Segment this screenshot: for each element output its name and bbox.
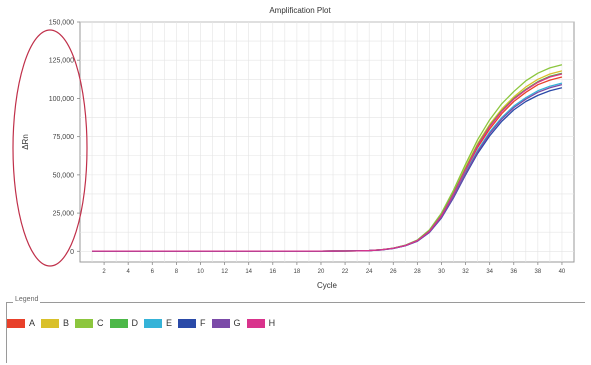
legend-label-g: G (233, 318, 241, 328)
y-axis-label: ΔRn (21, 134, 30, 150)
x-tick-label: 38 (535, 269, 542, 275)
legend-label-h: H (268, 318, 276, 328)
legend-label-c: C (97, 318, 104, 328)
legend-swatch-g (211, 318, 230, 328)
x-tick-label: 22 (342, 269, 349, 275)
chart-title: Amplification Plot (269, 6, 331, 15)
y-tick-label: 125,000 (49, 58, 74, 65)
legend-swatch-h (246, 318, 265, 328)
x-tick-label: 4 (127, 269, 131, 275)
x-axis-label: Cycle (317, 281, 338, 290)
legend-item-a: A (7, 318, 35, 328)
x-tick-label: 34 (486, 269, 493, 275)
amplification-chart: 2 4 6 8 10 12 14 16 18 20 22 24 26 28 30 32 34 36 38 40 025… (12, 6, 575, 290)
y-tick-label: 100,000 (49, 96, 74, 103)
y-axis-ticks: 0 25,000 50,000 75,000 100,000 125,000 150,000 (49, 20, 80, 256)
y-tick-label: 150,000 (49, 20, 74, 27)
x-tick-label: 40 (559, 269, 566, 275)
series-line-h (92, 73, 563, 252)
legend-items: A B C D E F G H (7, 318, 281, 328)
legend-swatch-c (75, 318, 94, 328)
legend-item-h: H (246, 318, 276, 328)
legend-label-b: B (63, 318, 70, 328)
legend-title: Legend (13, 296, 41, 303)
y-tick-label: 75,000 (53, 134, 75, 141)
x-tick-label: 26 (390, 269, 397, 275)
legend-swatch-f (178, 318, 197, 328)
legend-swatch-e (144, 318, 163, 328)
x-tick-label: 20 (318, 269, 325, 275)
series-lines (92, 64, 563, 252)
legend-panel: Legend A B C D E F G (6, 296, 585, 363)
legend-swatch-b (41, 318, 60, 328)
legend-item-d: D (109, 318, 139, 328)
legend-label-d: D (131, 318, 139, 328)
x-tick-label: 18 (294, 269, 301, 275)
legend-label-a: A (29, 318, 36, 328)
legend-swatch-a (7, 318, 25, 328)
y-tick-label: 50,000 (53, 172, 75, 179)
legend-item-g: G (211, 318, 241, 328)
highlight-ellipse (12, 29, 88, 267)
legend-item-b: B (41, 318, 69, 328)
x-tick-label: 32 (462, 269, 469, 275)
legend-label-e: E (166, 318, 173, 328)
legend-swatch-d (109, 318, 128, 328)
x-tick-label: 2 (102, 269, 106, 275)
x-tick-label: 24 (366, 269, 373, 275)
x-tick-label: 6 (151, 269, 155, 275)
x-tick-label: 12 (221, 269, 228, 275)
x-axis-ticks: 2 4 6 8 10 12 14 16 18 20 22 24 26 28 30 32 34 36 38 40 (102, 262, 566, 275)
x-tick-label: 14 (245, 269, 252, 275)
y-tick-label: 25,000 (53, 211, 75, 218)
x-tick-label: 16 (269, 269, 276, 275)
grid-lines (80, 21, 574, 262)
x-tick-label: 30 (438, 269, 445, 275)
legend-item-f: F (178, 318, 206, 328)
x-tick-label: 10 (197, 269, 204, 275)
legend-item-e: E (144, 318, 172, 328)
legend-label-f: F (200, 318, 206, 328)
x-tick-label: 36 (510, 269, 517, 275)
plot-background (79, 21, 575, 263)
legend-item-c: C (75, 318, 104, 328)
x-tick-label: 28 (414, 269, 421, 275)
y-tick-label: 0 (70, 249, 74, 256)
x-tick-label: 8 (175, 269, 179, 275)
